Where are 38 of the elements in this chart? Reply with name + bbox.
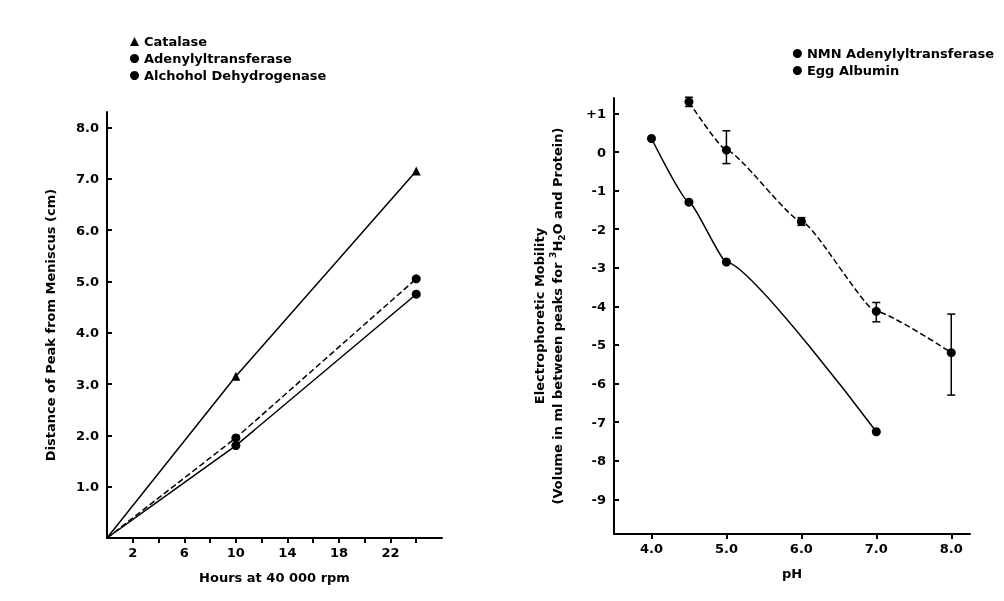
legend-label: Adenylyltransferase	[144, 51, 293, 66]
y-tick-label: 1.0	[75, 479, 99, 495]
y-tick-label: -6	[591, 376, 606, 392]
y-tick-label: -5	[591, 337, 606, 353]
x-tick-label: 5.0	[714, 541, 738, 556]
y-tick-label: -9	[591, 491, 606, 507]
legend-label: NMN Adenylyltransferase	[806, 46, 995, 61]
x-tick-label: 18	[329, 545, 348, 560]
y-tick-label: 2.0	[75, 427, 99, 443]
y-tick-label: -8	[591, 453, 606, 469]
x-axis-title: pH	[781, 565, 803, 581]
y-tick-label: -7	[591, 414, 606, 430]
x-axis-title: Hours at 40 000 rpm	[199, 569, 350, 585]
x-tick-label: 4.0	[639, 541, 663, 556]
y-tick-label: 7.0	[75, 171, 99, 187]
x-tick-label: 10	[226, 545, 245, 560]
y-tick-label: -3	[591, 260, 606, 276]
legend-label: Alchohol Dehydrogenase	[144, 68, 327, 83]
y-axis-title: Distance of Peak from Meniscus (cm)	[42, 188, 58, 462]
x-tick-label: 14	[278, 545, 297, 560]
x-tick-label: 6	[179, 545, 189, 560]
y-tick-label: 4.0	[75, 325, 99, 341]
y-tick-label: -1	[591, 183, 606, 199]
x-tick-label: 6.0	[789, 541, 813, 556]
y-tick-label: -2	[591, 221, 606, 237]
x-tick-label: 7.0	[864, 541, 888, 556]
y-tick-label: 3.0	[75, 376, 99, 392]
y-tick-label: 5.0	[75, 273, 99, 289]
legend-label: Egg Albumin	[806, 63, 900, 78]
y-tick-label: 8.0	[75, 119, 99, 135]
y-tick-label: 0	[596, 144, 606, 160]
x-tick-label: 22	[381, 545, 400, 560]
x-tick-label: 2	[128, 545, 138, 560]
x-tick-label: 8.0	[939, 541, 963, 556]
legend-label: Catalase	[144, 34, 208, 49]
y-tick-label: -4	[591, 298, 606, 314]
y-tick-label: 6.0	[75, 222, 99, 238]
y-tick-label: +1	[586, 105, 606, 121]
